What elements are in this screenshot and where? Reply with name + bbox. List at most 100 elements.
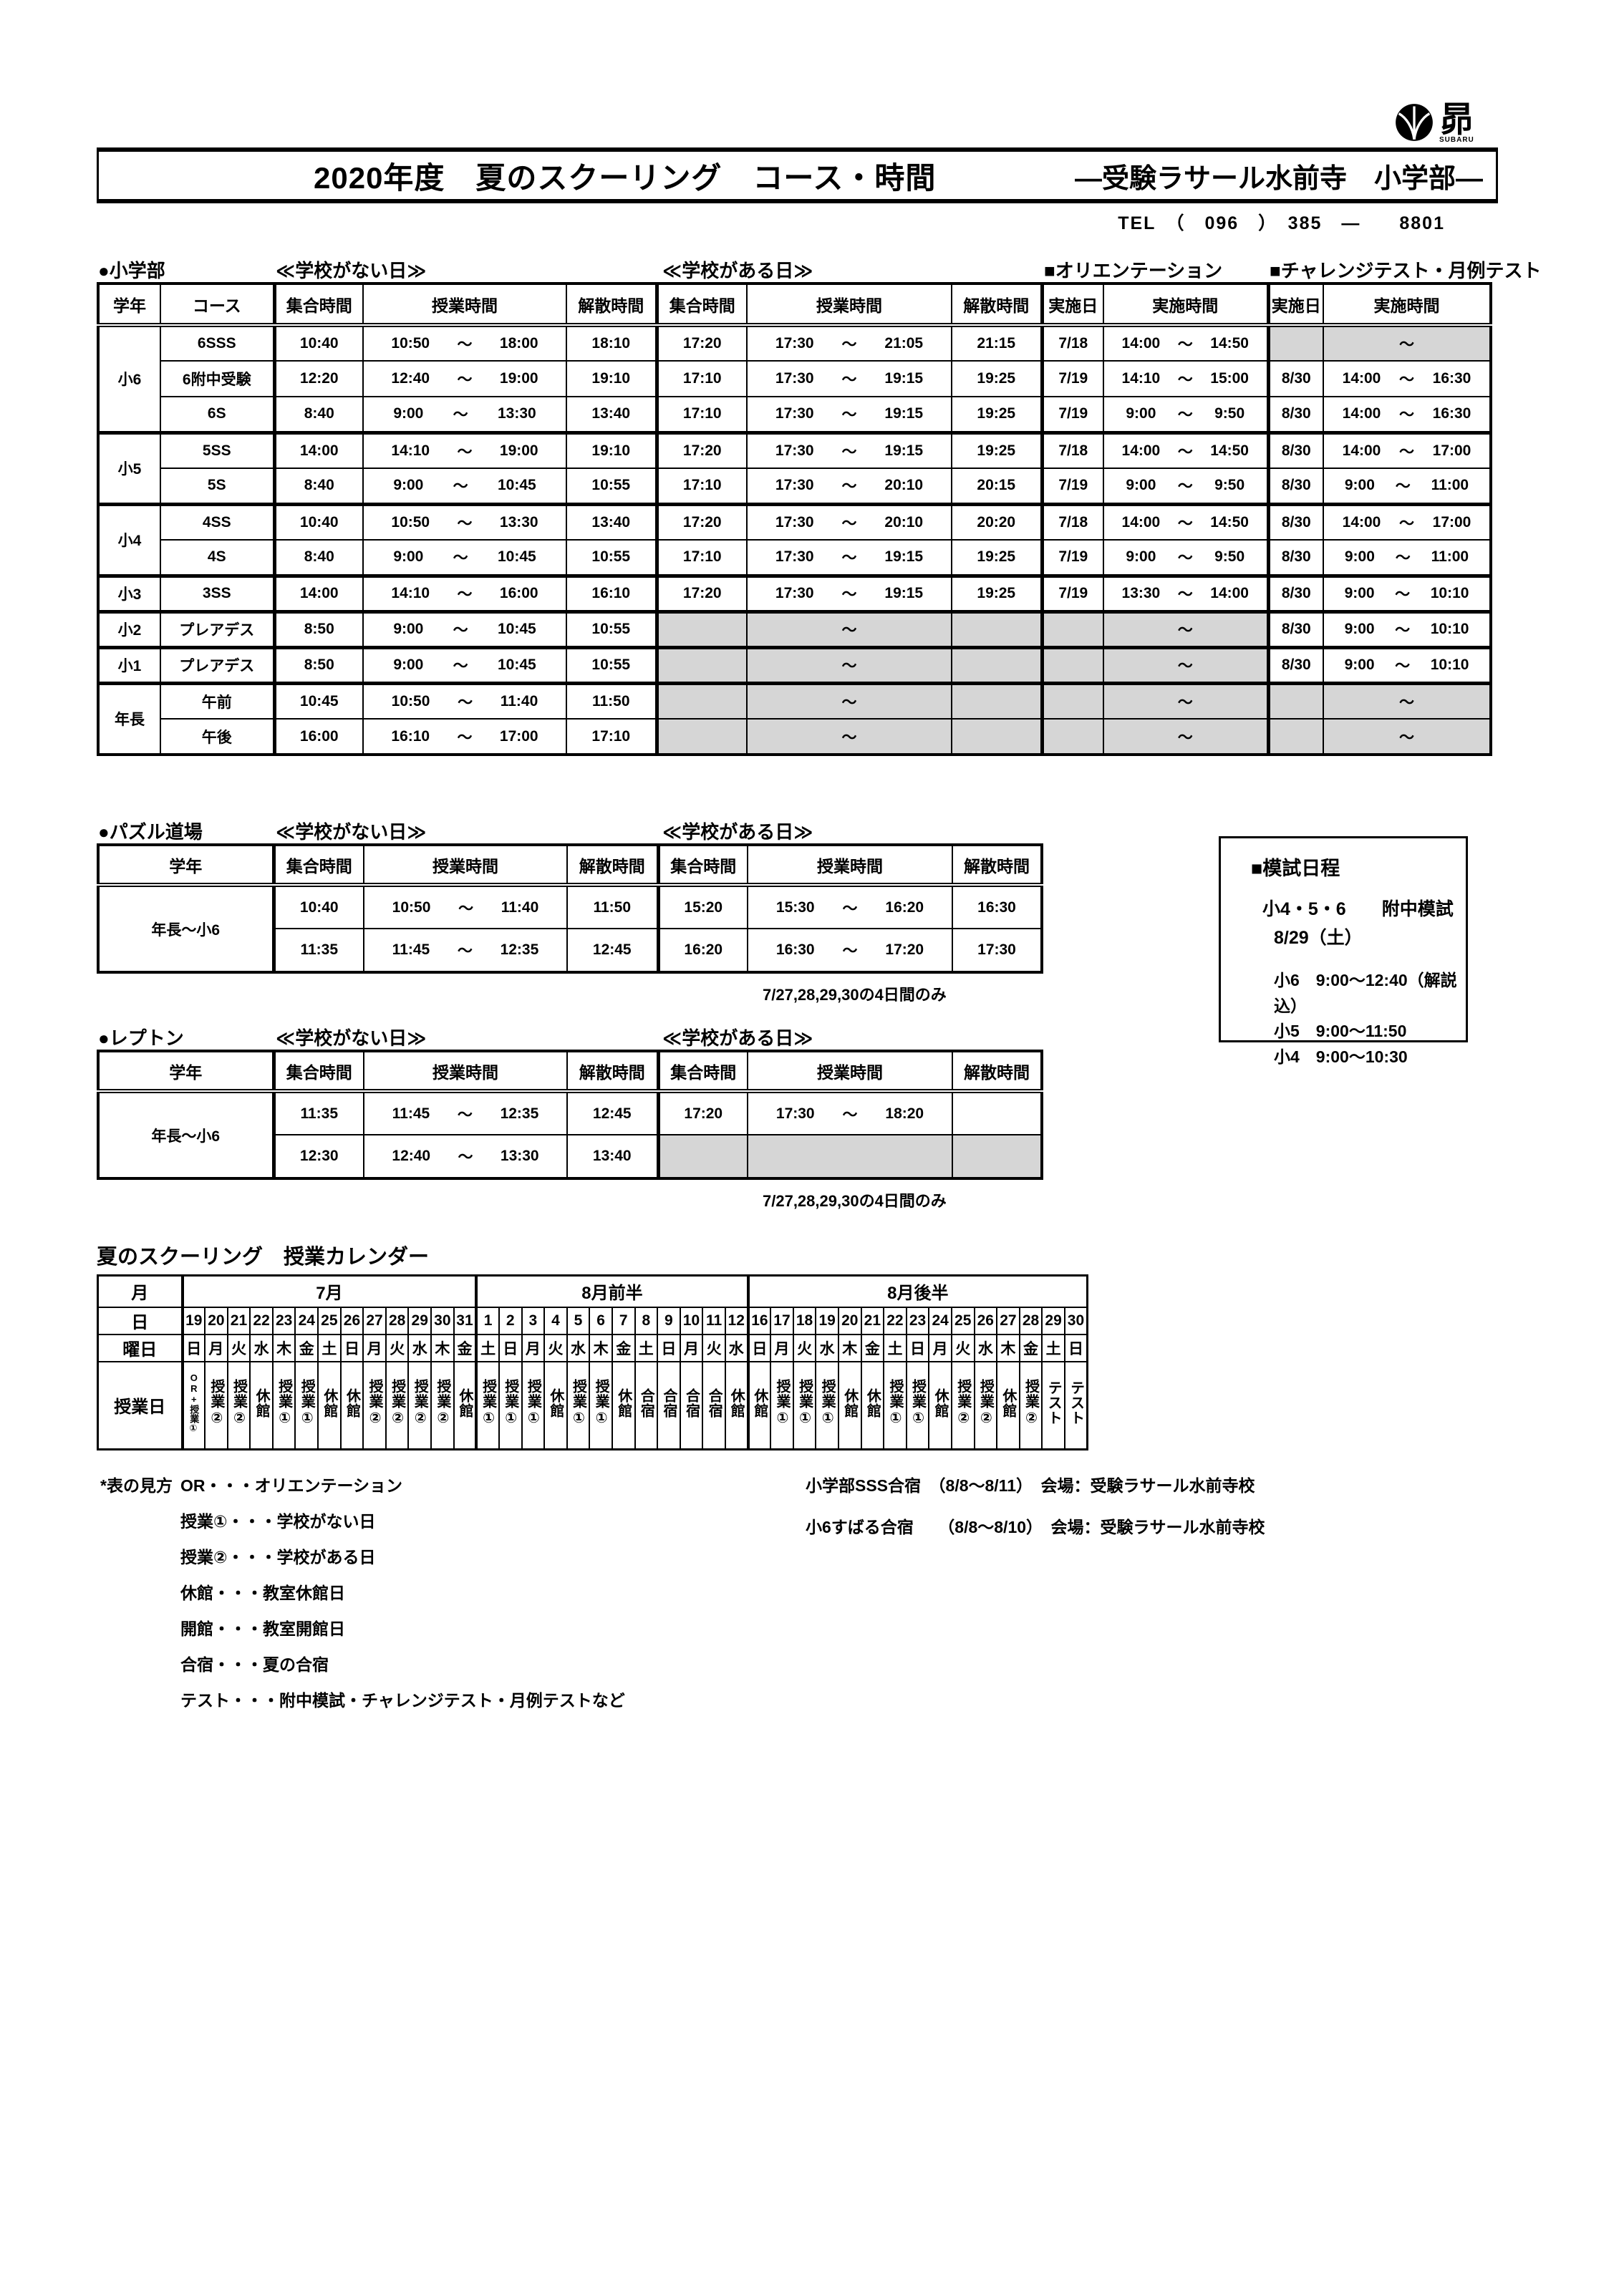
test-time-cell: ～ xyxy=(1323,718,1492,755)
tilde: ～ xyxy=(1177,550,1193,567)
class-day-type: 休館 xyxy=(728,1387,745,1418)
orientation-time-cell: 9:00 ～ 9:50 xyxy=(1103,396,1269,433)
class-day-cell: 授業① xyxy=(815,1360,839,1450)
tilde: ～ xyxy=(841,336,857,353)
course-cell: プレアデス xyxy=(160,645,275,684)
time-range: 12:40 ～ 13:30 xyxy=(365,1145,566,1167)
label-challenge-test: ■チャレンジテスト・月例テスト xyxy=(1270,260,1542,281)
orientation-time-cell: 14:00 ～ 14:50 xyxy=(1103,430,1269,469)
tilde: ～ xyxy=(457,443,473,460)
test-time-cell: 9:00 ～ 10:10 xyxy=(1323,645,1492,684)
section-label-puzzle: ●パズル道場 xyxy=(98,821,203,843)
class-day-cell: 休館 xyxy=(996,1360,1020,1450)
orientation-date-cell: 7/19 xyxy=(1040,360,1104,397)
class-day-cell: 休館 xyxy=(339,1360,364,1450)
class-time-cell: 15:30 ～ 16:20 xyxy=(747,884,953,929)
day-cell: 29 xyxy=(1041,1306,1065,1335)
tilde: ～ xyxy=(457,515,473,532)
meet-time-cell: 17:10 xyxy=(654,360,748,397)
class-day-type: 合宿 xyxy=(660,1387,677,1418)
time-range: 16:10 ～ 17:00 xyxy=(364,726,565,747)
test-date-cell xyxy=(1266,324,1324,362)
mock-exam-title: ■模試日程 xyxy=(1251,858,1340,879)
time-start: 17:30 xyxy=(775,548,814,566)
table-row: 11:35 11:45 ～ 12:35 12:45 16:20 16:30 ～ 17:20 17:… xyxy=(98,928,1043,973)
meet-time-cell: 8:50 xyxy=(272,645,364,684)
time-end: 19:15 xyxy=(884,585,924,601)
weekday-cell: 金 xyxy=(611,1333,636,1362)
day-cell: 19 xyxy=(180,1306,206,1335)
time-start: 16:30 xyxy=(775,941,815,958)
dismiss-time-cell: 10:55 xyxy=(566,645,657,684)
mock-exam-times: 小6 9:00～12:40（解説込） 小5 9:00～11:50 小4 9:00… xyxy=(1274,968,1466,1070)
subaru-circle-icon xyxy=(1395,103,1434,142)
time-range: 9:00 ～ 10:45 xyxy=(364,654,565,676)
tilde: ～ xyxy=(1399,515,1414,532)
time-range: 14:00 ～ 16:30 xyxy=(1325,403,1489,425)
orientation-date-cell: 7/19 xyxy=(1040,573,1104,612)
time-start: 10:50 xyxy=(391,692,430,709)
table-row: 小1 プレアデス 8:50 9:00 ～ 10:45 10:55 ～～ 8/30 9:00 ～ 10:… xyxy=(97,645,1492,684)
time-start: 9:00 xyxy=(1344,585,1375,601)
time-range: 9:00 ～ 10:10 xyxy=(1325,654,1489,676)
mock-exam-box: ■模試日程 小4・5・6 附中模試 8/29（土） 小6 9:00～12:40（… xyxy=(1219,836,1468,1066)
class-day-type: 休館 xyxy=(751,1387,768,1418)
class-time-cell: 17:30 ～ 19:15 xyxy=(746,573,952,612)
time-range: 14:00 ～ 17:00 xyxy=(1325,440,1489,462)
time-end: 10:45 xyxy=(497,477,536,494)
class-time-cell: 17:30 ～ 20:10 xyxy=(746,502,952,541)
time-end: 11:40 xyxy=(501,898,539,916)
label-school-day: ≪学校がある日≫ xyxy=(662,821,813,843)
legend-item: 休館・・・教室休館日 xyxy=(180,1583,345,1602)
course-cell: 5S xyxy=(160,468,275,505)
class-time-cell: ～ xyxy=(746,718,952,755)
course-cell: 3SS xyxy=(160,573,275,612)
time-end: 14:50 xyxy=(1210,513,1249,531)
dismiss-time-cell: 19:25 xyxy=(951,573,1043,612)
row-header-class-day: 授業日 xyxy=(97,1360,184,1450)
tilde: ～ xyxy=(841,550,857,567)
class-day-cell: テスト xyxy=(1041,1360,1065,1450)
course-cell: 5SS xyxy=(160,430,275,469)
subaru-kanji: 昴 xyxy=(1439,101,1474,139)
class-day-cell: 休館 xyxy=(837,1360,862,1450)
dismiss-time-cell: 19:10 xyxy=(566,430,657,469)
class-time-cell: 17:30 ～ 21:05 xyxy=(746,324,952,362)
class-day-type: テスト xyxy=(1068,1380,1084,1425)
lepton-note: 7/27,28,29,30の4日間のみ xyxy=(763,1192,947,1210)
col-header: 授業時間 xyxy=(362,283,567,327)
test-date-cell: 8/30 xyxy=(1266,360,1324,397)
class-day-type: 合宿 xyxy=(706,1387,722,1418)
time-range: 14:00 ～ 17:00 xyxy=(1325,512,1489,533)
subaru-logo: 昴 SUBARU xyxy=(1395,103,1474,144)
dismiss-time-cell: 17:10 xyxy=(566,718,657,755)
time-start: 9:00 xyxy=(1344,477,1375,494)
orientation-time-cell: 9:00 ～ 9:50 xyxy=(1103,468,1269,505)
class-time-cell: 11:45 ～ 12:35 xyxy=(363,928,568,973)
class-day-type: 休館 xyxy=(321,1387,337,1418)
meet-time-cell: 8:40 xyxy=(272,396,364,433)
meet-time-cell: 17:20 xyxy=(654,324,748,362)
orientation-time-cell: ～ xyxy=(1103,645,1269,684)
time-start: 17:30 xyxy=(775,405,814,422)
col-header: 学年 xyxy=(97,283,161,327)
meet-time-cell: 17:20 xyxy=(654,573,748,612)
orientation-date-cell: 7/18 xyxy=(1040,324,1104,362)
grade-cell: 小2 xyxy=(97,609,161,648)
grade-cell: 小4 xyxy=(97,502,161,576)
tilde: ～ xyxy=(1399,372,1414,388)
meet-time-cell: 8:40 xyxy=(272,468,364,505)
meet-time-cell: 10:40 xyxy=(272,502,364,541)
time-start: 9:00 xyxy=(393,477,424,494)
class-day-type: 授業① xyxy=(480,1379,496,1427)
class-time-cell: ～ xyxy=(746,645,952,684)
time-start: 9:00 xyxy=(1126,548,1156,566)
dismiss-time-cell: 20:20 xyxy=(951,502,1043,541)
meet-time-cell: 17:20 xyxy=(654,502,748,541)
tilde: ～ xyxy=(457,336,473,353)
month-header: 8月後半 xyxy=(746,1274,1088,1308)
meet-time-cell: 16:20 xyxy=(656,928,748,973)
time-end: 18:00 xyxy=(499,335,538,352)
class-day-cell: 休館 xyxy=(453,1360,478,1450)
time-start: 17:30 xyxy=(775,585,814,601)
